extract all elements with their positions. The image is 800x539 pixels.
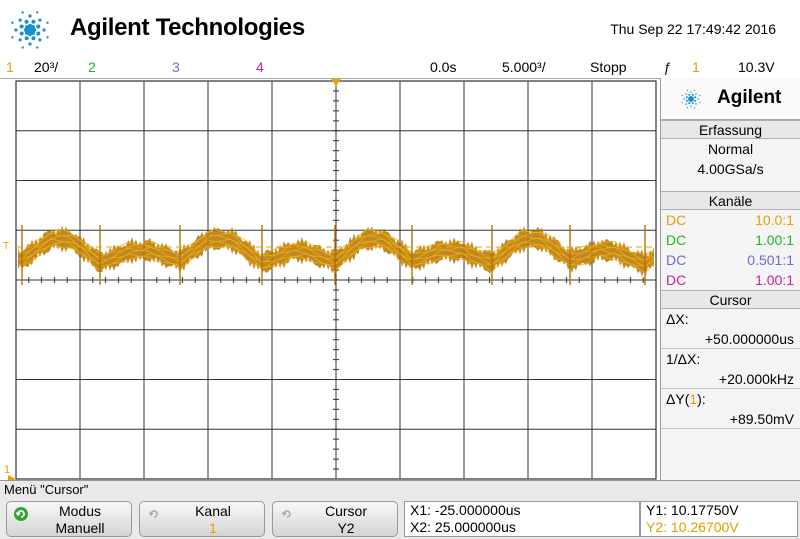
waveform-striation	[17, 244, 655, 273]
y1-readout: Y1: 10.17750V	[646, 502, 739, 518]
cursor-softkey-value: Y2	[337, 520, 355, 536]
channel-3-info: DC 0.501:1	[661, 250, 800, 270]
info-panel: Agilent Erfassung Normal 4.00GSa/s Kanäl…	[660, 78, 800, 480]
x1-readout: X1: -25.000000us	[410, 502, 521, 518]
channel-1-number[interactable]: 1	[6, 59, 14, 75]
channels-title: Kanäle	[661, 191, 800, 210]
channel-softkey-value: 1	[209, 520, 217, 536]
channel-1-ground-marker: 1	[4, 464, 10, 476]
channel-4-info: DC 1.00:1	[661, 270, 800, 290]
menu-title: Menü "Cursor"	[4, 482, 89, 497]
channel-softkey[interactable]: Kanal 1	[139, 501, 265, 537]
channel-3-coupling: DC	[666, 252, 687, 268]
delta-y-channel: 1	[689, 391, 698, 407]
channel-3-probe: 0.501:1	[747, 252, 794, 268]
inverse-delta-x-value: +20.000kHz	[661, 369, 800, 389]
mode-softkey-value: Manuell	[55, 520, 105, 536]
graticule: T1	[3, 79, 657, 481]
trigger-channel[interactable]: 1	[692, 59, 700, 75]
sample-rate: 4.00GSa/s	[697, 161, 764, 177]
brand-title: Agilent Technologies	[70, 14, 305, 41]
channel-2-probe: 1.00:1	[755, 232, 794, 248]
channel-4-coupling: DC	[666, 272, 687, 288]
channel-4-number[interactable]: 4	[256, 59, 264, 75]
channel-1-probe: 10.0:1	[755, 212, 794, 228]
entry-knob-icon	[148, 510, 158, 518]
trigger-edge-icon: ƒ	[663, 59, 671, 75]
channel-softkey-label: Kanal	[195, 503, 231, 519]
delta-x-label: ΔX:	[666, 311, 689, 327]
channel-3-number[interactable]: 3	[172, 59, 180, 75]
channel-1-scale[interactable]: 20³/	[34, 59, 59, 75]
acquisition-title: Erfassung	[661, 120, 800, 139]
status-bar: 1 20³/ 2 3 4 0.0s 5.000³/ Stopp ƒ 1 10.3…	[0, 58, 800, 78]
waveform-striation	[17, 235, 655, 262]
inverse-delta-x-label: 1/ΔX:	[666, 351, 701, 367]
y2-readout: Y2: 10.26700V	[646, 519, 739, 535]
channel-1-coupling: DC	[666, 212, 687, 228]
agilent-spark-logo-icon	[11, 11, 49, 49]
mode-softkey[interactable]: Modus Manuell	[6, 501, 132, 537]
channel-2-number[interactable]: 2	[88, 59, 96, 75]
channel-1-info: DC 10.0:1	[661, 210, 800, 230]
channel-4-probe: 1.00:1	[755, 272, 794, 288]
trigger-level-marker: T	[3, 241, 9, 252]
x2-readout: X2: 25.000000us	[410, 519, 516, 535]
waveform-striation	[17, 229, 655, 257]
cursor-softkey[interactable]: Cursor Y2	[272, 501, 398, 537]
header: Agilent Technologies Thu Sep 22 17:49:42…	[0, 0, 800, 58]
trigger-level[interactable]: 10.3V	[738, 59, 775, 75]
y-cursor-readout: Y1: 10.17750V Y2: 10.26700V	[640, 501, 798, 537]
datetime: Thu Sep 22 17:49:42 2016	[610, 21, 776, 37]
panel-brand-text: Agilent	[717, 87, 782, 108]
panel-brand: Agilent	[661, 78, 800, 120]
agilent-spark-small-icon	[681, 89, 701, 109]
delta-x-value: +50.000000us	[661, 329, 800, 349]
cursor-softkey-label: Cursor	[324, 503, 367, 519]
delta-y-value: +89.50mV	[661, 409, 800, 429]
entry-knob-active-icon	[14, 507, 28, 521]
time-offset[interactable]: 0.0s	[430, 59, 457, 75]
entry-knob-icon	[281, 510, 291, 518]
softkey-menu: Menü "Cursor" Modus Manuell Kanal 1 Curs…	[0, 480, 800, 539]
cursor-title: Cursor	[661, 290, 800, 309]
channel-1-ground-arrow	[8, 475, 16, 481]
channel-2-info: DC 1.00:1	[661, 230, 800, 250]
acquisition-mode: Normal	[707, 141, 754, 157]
x-cursor-readout: X1: -25.000000us X2: 25.000000us	[404, 501, 640, 537]
mode-softkey-label: Modus	[58, 503, 102, 519]
time-scale[interactable]: 5.000³/	[502, 59, 546, 75]
trigger-position-marker	[331, 79, 341, 86]
channel-2-coupling: DC	[666, 232, 687, 248]
delta-y-label: ΔY(1):	[666, 391, 706, 407]
run-state[interactable]: Stopp	[590, 59, 627, 75]
